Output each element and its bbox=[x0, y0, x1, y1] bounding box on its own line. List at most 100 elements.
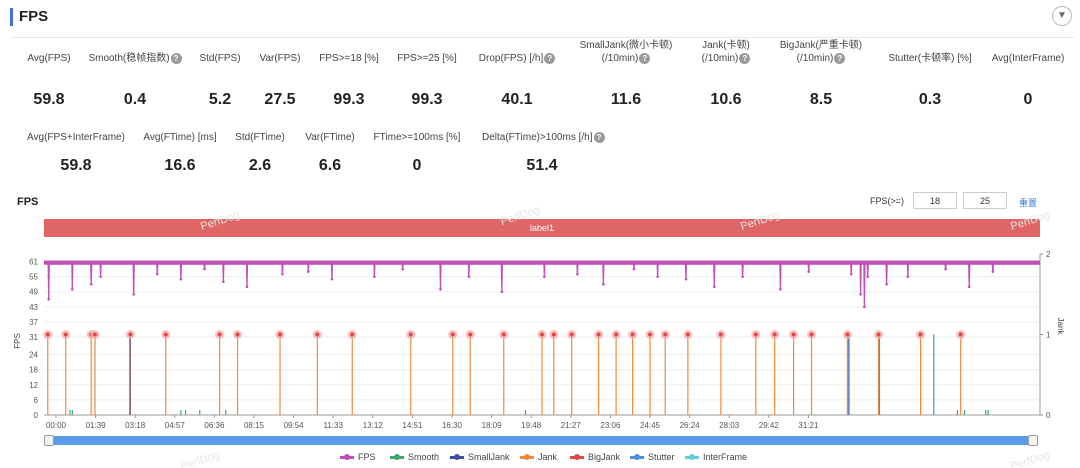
help-icon[interactable]: ? bbox=[170, 52, 182, 64]
legend-item-jank[interactable]: Jank bbox=[520, 452, 557, 462]
help-icon[interactable]: ? bbox=[544, 52, 556, 64]
y2-tick-label: 0 bbox=[1046, 411, 1051, 420]
help-icon[interactable]: ? bbox=[739, 52, 751, 64]
legend-label: BigJank bbox=[588, 452, 621, 462]
fps-threshold-input-2[interactable] bbox=[963, 192, 1007, 209]
metric-label-text: FPS>=18 [%] bbox=[319, 53, 379, 64]
fps-drop-point bbox=[849, 272, 853, 276]
metric-value: 2.6 bbox=[248, 157, 272, 174]
time-range-scrollbar[interactable] bbox=[44, 435, 1038, 446]
metric-label-text: FPS>=25 [%] bbox=[397, 53, 457, 64]
fps-threshold-label: FPS(>=) bbox=[870, 196, 905, 206]
metric-label: BigJank(严重卡顿) (/10min)? bbox=[761, 39, 881, 65]
metric-label-text: Smooth(稳帧指数) bbox=[88, 53, 170, 64]
x-tick-label: 16:30 bbox=[442, 421, 463, 430]
bigjank-marker bbox=[350, 332, 355, 337]
legend-item-bigjank[interactable]: BigJank bbox=[570, 452, 620, 462]
metric-label-text: Avg(FTime) [ms] bbox=[143, 132, 217, 143]
x-tick-label: 28:03 bbox=[719, 421, 740, 430]
fps-drop-point bbox=[944, 267, 947, 271]
help-icon[interactable]: ? bbox=[639, 52, 651, 64]
label-band[interactable]: label1 bbox=[44, 219, 1040, 237]
metric-metrics_row1-5: FPS>=25 [%] 99.3 bbox=[367, 52, 487, 108]
bigjank-marker bbox=[596, 332, 601, 337]
metric-metrics_row1-8: Jank(卡顿) (/10min)? 10.6 bbox=[666, 39, 786, 108]
bigjank-marker bbox=[63, 332, 68, 337]
chevron-down-icon[interactable]: ▼ bbox=[1052, 6, 1072, 26]
legend-item-stutter[interactable]: Stutter bbox=[630, 452, 675, 462]
help-icon[interactable]: ? bbox=[593, 131, 605, 143]
metric-label: FTime>=100ms [%] bbox=[357, 131, 477, 144]
bigjank-marker bbox=[92, 332, 97, 337]
metric-value: 0 bbox=[1023, 91, 1033, 108]
bigjank-marker bbox=[630, 332, 635, 337]
legend-item-smooth[interactable]: Smooth bbox=[390, 452, 439, 462]
fps-drop-point bbox=[741, 275, 744, 278]
fps-drop-point bbox=[656, 275, 659, 278]
fps-drop-point bbox=[602, 282, 605, 286]
bigjank-marker bbox=[450, 332, 455, 337]
fps-drop-point bbox=[779, 287, 782, 291]
fps-drop-point bbox=[47, 297, 51, 301]
metric-value: 40.1 bbox=[501, 91, 533, 108]
metric-value: 11.6 bbox=[610, 91, 642, 108]
x-tick-label: 03:18 bbox=[125, 421, 146, 430]
fps-drop-point bbox=[71, 287, 74, 291]
legend-label: Jank bbox=[538, 452, 558, 462]
fps-drop-point bbox=[991, 270, 995, 273]
x-tick-label: 11:33 bbox=[323, 421, 343, 430]
metric-label: Std(FTime) bbox=[200, 131, 320, 144]
bigjank-marker bbox=[278, 332, 283, 337]
legend-label: Stutter bbox=[648, 452, 675, 462]
fps-drop-point bbox=[885, 282, 888, 286]
metric-metrics_row1-10: Stutter(卡顿率) [%] 0.3 bbox=[870, 52, 990, 108]
bigjank-marker bbox=[163, 332, 168, 337]
x-tick-label: 23:06 bbox=[600, 421, 621, 430]
fps-drop-point bbox=[906, 275, 910, 278]
fps-drop-point bbox=[203, 267, 206, 271]
y-tick-label: 0 bbox=[34, 411, 39, 420]
metric-value: 51.4 bbox=[526, 157, 558, 174]
fps-drop-point bbox=[712, 285, 716, 289]
legend-item-interframe[interactable]: InterFrame bbox=[685, 452, 747, 462]
fps-drop-point bbox=[281, 272, 284, 276]
header-divider bbox=[10, 37, 1074, 38]
legend-item-fps[interactable]: FPS bbox=[340, 452, 376, 462]
fps-drop-point bbox=[132, 292, 135, 296]
fps-drop-point bbox=[866, 275, 870, 278]
legend-item-smalljank[interactable]: SmallJank bbox=[450, 452, 510, 462]
bigjank-marker bbox=[718, 332, 723, 337]
metric-label: Drop(FPS) [/h]? bbox=[457, 52, 577, 65]
fps-drop-point bbox=[467, 275, 471, 278]
legend-label: SmallJank bbox=[468, 452, 510, 462]
bigjank-marker bbox=[217, 332, 222, 337]
metric-label: Var(FPS) bbox=[220, 52, 340, 65]
metric-value: 0.4 bbox=[123, 91, 147, 108]
scrollbar-left-handle[interactable] bbox=[44, 435, 54, 446]
bigjank-marker bbox=[551, 332, 556, 337]
metric-label: Avg(FPS) bbox=[0, 52, 109, 65]
fps-drop-point bbox=[500, 290, 504, 294]
legend-swatch bbox=[685, 454, 699, 461]
metric-label-text: Jank(卡顿) bbox=[702, 40, 750, 51]
fps-drop-point bbox=[543, 275, 546, 278]
x-tick-label: 14:51 bbox=[402, 421, 423, 430]
metric-label: Delta(FTime)>100ms [/h]? bbox=[482, 131, 605, 144]
metric-label-text: Delta(FTime)>100ms [/h] bbox=[482, 132, 593, 143]
y-axis-title: FPS bbox=[13, 333, 22, 349]
reset-link[interactable]: 重置 bbox=[1019, 198, 1038, 208]
scrollbar-right-handle[interactable] bbox=[1028, 435, 1038, 446]
bigjank-marker bbox=[235, 332, 240, 337]
bigjank-marker bbox=[809, 332, 814, 337]
x-tick-label: 06:36 bbox=[204, 421, 225, 430]
x-tick-label: 31:21 bbox=[798, 421, 819, 430]
metric-value: 8.5 bbox=[809, 91, 833, 108]
fps-threshold-input-1[interactable] bbox=[913, 192, 957, 209]
y-tick-label: 55 bbox=[29, 273, 38, 282]
help-icon[interactable]: ? bbox=[834, 52, 846, 64]
metric-label-text: Avg(FPS+InterFrame) bbox=[27, 132, 125, 143]
bigjank-marker bbox=[501, 332, 506, 337]
metric-label: FPS>=18 [%] bbox=[289, 52, 409, 65]
bigjank-marker bbox=[315, 332, 320, 337]
